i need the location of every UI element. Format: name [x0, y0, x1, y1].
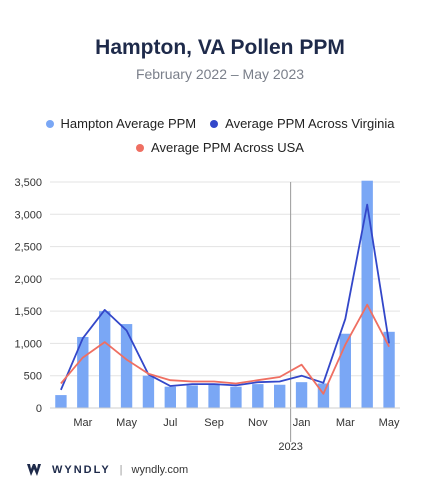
line-average-ppm-across-usa	[60, 303, 390, 395]
legend-marker-hampton	[45, 119, 54, 128]
line-average-ppm-across-virginia	[60, 203, 390, 391]
bar-hampton	[120, 324, 133, 408]
year-label: 2023	[278, 441, 302, 453]
footer-url[interactable]: wyndly.com	[131, 464, 189, 476]
y-tick-label: 0	[36, 403, 42, 415]
y-tick-label: 3,500	[14, 177, 42, 189]
x-tick-label: May	[116, 417, 137, 429]
bar-hampton	[99, 311, 111, 408]
bar-hampton	[274, 384, 286, 408]
wyndly-logo-icon	[27, 464, 41, 476]
bar-hampton	[142, 375, 155, 408]
x-tick-label: Jul	[163, 417, 177, 429]
footer: WYNDLY | wyndly.com	[26, 462, 188, 478]
y-tick-label: 2,500	[14, 242, 42, 254]
legend-marker-virginia	[210, 119, 219, 128]
bar-hampton	[55, 395, 67, 408]
x-tick-label: Sep	[204, 417, 224, 429]
y-tick-label: 500	[24, 371, 42, 383]
y-tick-label: 1,500	[14, 306, 42, 318]
x-tick-label: Mar	[73, 417, 92, 429]
brand-name: WYNDLY	[52, 464, 111, 476]
x-tick-label: Jan	[293, 417, 311, 429]
chart-title: Hampton, VA Pollen PPM	[95, 36, 345, 59]
legend-item-usa: Average PPM Across USA	[136, 140, 304, 155]
y-tick-label: 3,000	[14, 209, 42, 221]
bar-hampton	[295, 382, 308, 408]
bar-hampton	[339, 333, 351, 408]
bar-hampton	[252, 384, 264, 408]
x-tick-label: Mar	[336, 417, 355, 429]
bar-hampton	[383, 331, 395, 408]
bar-hampton	[317, 383, 330, 408]
legend-item-hampton: Hampton Average PPM	[45, 116, 197, 131]
x-tick-label: May	[379, 417, 400, 429]
legend-row-2: Average PPM Across USA	[0, 140, 440, 155]
legend-row-1: Hampton Average PPM Average PPM Across V…	[0, 116, 440, 131]
legend-item-virginia: Average PPM Across Virginia	[210, 116, 394, 131]
footer-separator: |	[119, 464, 123, 476]
pollen-chart: 0 500 1,000 1,500 2,000 2,500 3,000 3,500 Mar May…	[14, 177, 400, 453]
bar-hampton	[77, 336, 89, 408]
x-tick-label: Nov	[248, 417, 268, 429]
bar-hampton	[230, 386, 242, 408]
bar-hampton	[164, 386, 176, 408]
y-tick-label: 2,000	[14, 274, 42, 286]
legend-label-hampton: Hampton Average PPM	[60, 116, 197, 131]
legend-label-usa: Average PPM Across USA	[151, 140, 304, 155]
legend-marker-usa	[136, 143, 145, 152]
legend-label-virginia: Average PPM Across Virginia	[225, 116, 395, 131]
chart-subtitle: February 2022 – May 2023	[135, 66, 305, 82]
bar-hampton	[208, 384, 220, 408]
y-tick-label: 1,000	[14, 338, 42, 350]
bar-hampton	[361, 180, 373, 408]
bar-hampton	[186, 385, 198, 408]
